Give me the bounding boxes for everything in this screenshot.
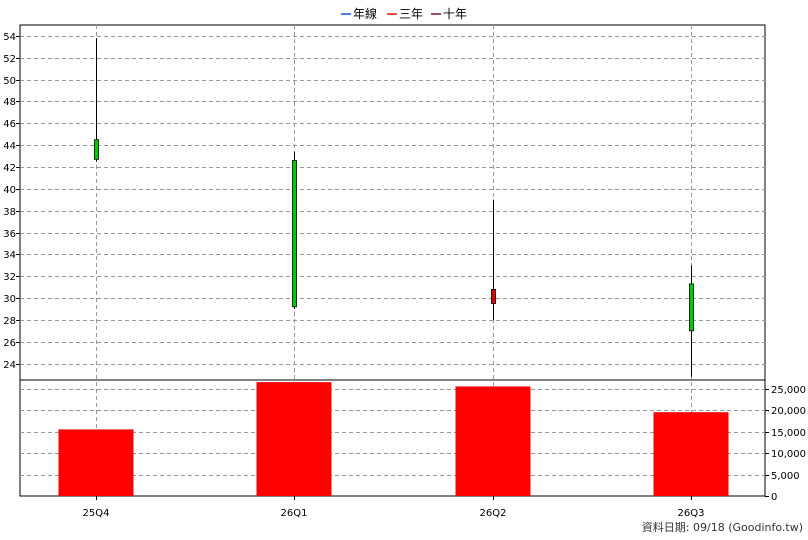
x-tick-label: 26Q3 [678,508,705,519]
volume-panel-frame [19,379,766,497]
volume-tick-label: 15,000 [771,428,806,439]
volume-tick-label: 5,000 [771,471,800,482]
legend-label-annual: 年線 [353,6,377,21]
volume-bars [58,382,729,496]
price-tick-label: 30 [3,294,16,305]
volume-tick-label: 25,000 [771,385,806,396]
price-axis: 24 26 28 30 32 34 36 38 40 42 44 46 48 50 52 54 [3,32,20,371]
price-tick-label: 54 [3,32,16,43]
candle-body [94,139,99,160]
legend-label-ten-year: 十年 [443,7,467,21]
volume-bar [256,382,332,496]
data-date-credit: 資料日期: 09/18 (Goodinfo.tw) [642,520,803,534]
volume-bar [653,412,729,496]
price-tick-label: 32 [3,272,16,283]
price-tick-label: 50 [3,76,16,87]
candle-body [689,283,694,332]
volume-bar [455,386,531,496]
legend-label-three-year: 三年 [399,7,423,21]
legend: 年線 三年 十年 [341,6,467,21]
price-tick-label: 24 [3,360,16,371]
price-tick-label: 28 [3,316,16,327]
price-tick-label: 26 [3,338,16,349]
price-candles [94,38,694,377]
price-tick-label: 34 [3,250,16,261]
price-tick-label: 38 [3,207,16,218]
candle-body [292,160,297,308]
category-axis: 25Q4 26Q1 26Q2 26Q3 [83,496,705,519]
x-tick-label: 26Q2 [480,508,507,519]
x-tick-label: 25Q4 [83,508,110,519]
grid-lines [20,25,765,496]
price-tick-label: 44 [3,141,16,152]
volume-axis: 0 5,000 10,000 15,000 20,000 25,000 [765,385,806,503]
x-tick-label: 26Q1 [281,508,308,519]
volume-tick-label: 20,000 [771,406,806,417]
price-tick-label: 52 [3,54,16,65]
price-tick-label: 42 [3,163,16,174]
candle-body [491,288,496,304]
price-tick-label: 36 [3,229,16,240]
price-panel-frame [19,24,766,381]
price-tick-label: 46 [3,119,16,130]
volume-bar [58,429,134,496]
price-tick-label: 48 [3,97,16,108]
volume-tick-label: 10,000 [771,449,806,460]
volume-tick-label: 0 [771,492,777,503]
price-tick-label: 40 [3,185,16,196]
